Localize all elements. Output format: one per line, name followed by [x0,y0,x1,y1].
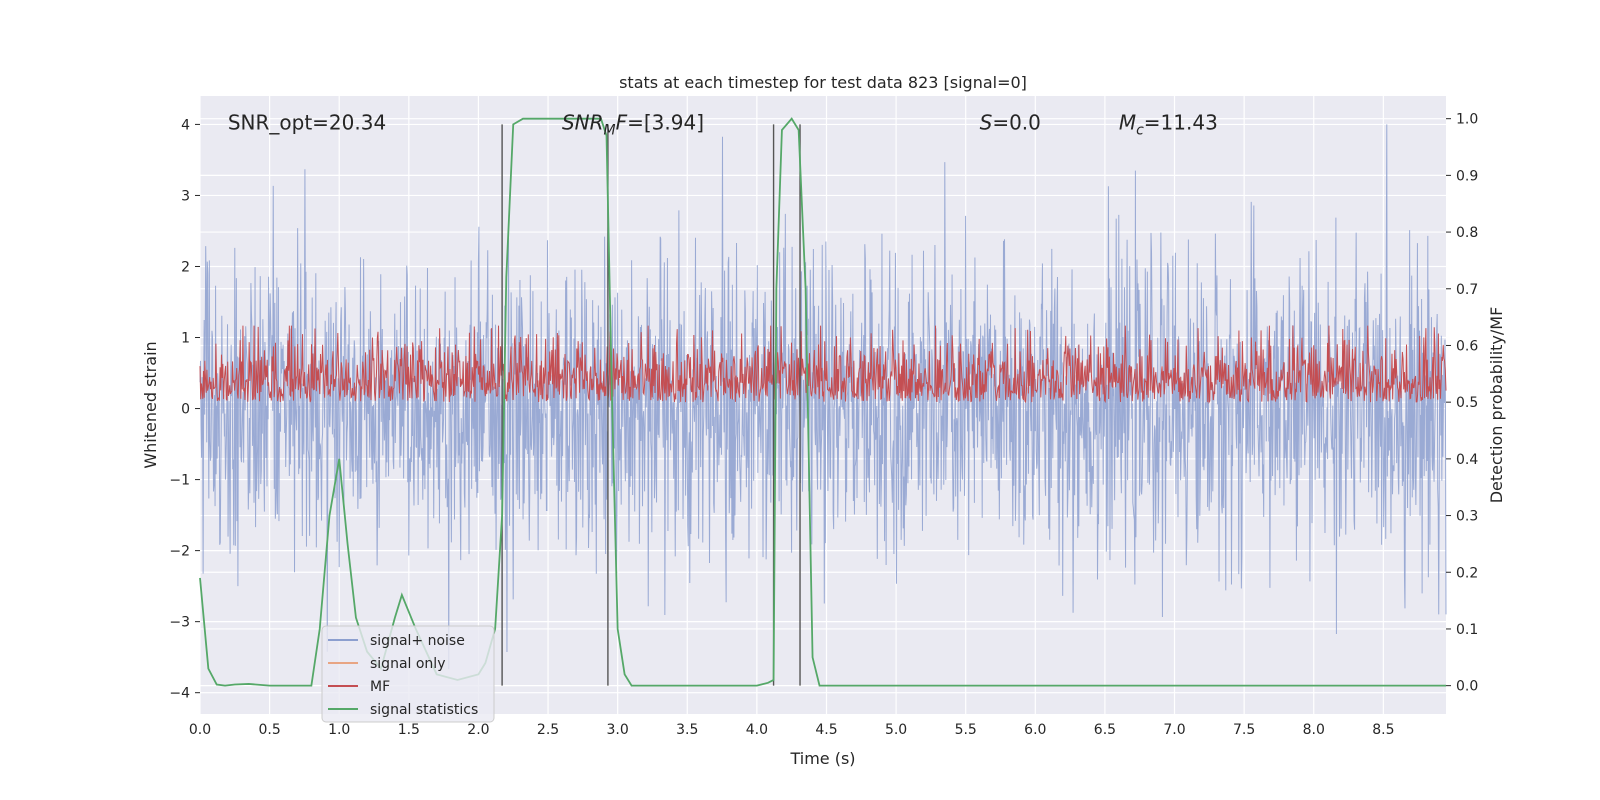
legend-label: signal statistics [370,702,478,718]
x-tick-label: 8.5 [1372,722,1394,738]
x-tick-label: 7.5 [1233,722,1255,738]
x-tick-label: 1.5 [398,722,420,738]
y-tick-label-right: 0.4 [1456,452,1478,468]
x-tick-label: 4.0 [746,722,768,738]
y-tick-label-right: 0.5 [1456,395,1478,411]
x-tick-label: 5.0 [885,722,907,738]
legend-label: signal only [370,656,445,672]
y-axis-label-right: Detection probability/MF [1487,307,1506,504]
y-tick-label-left: 3 [181,188,190,204]
y-tick-label-right: 0.1 [1456,622,1478,638]
x-tick-label: 6.5 [1094,722,1116,738]
stat-annotation: SNR_opt=20.34 [228,110,386,134]
mf-line [199,325,1447,404]
y-tick-label-left: 2 [181,259,190,275]
y-tick-label-left: 1 [181,331,190,347]
grid-lines [199,96,1446,714]
x-tick-label: 3.0 [607,722,629,738]
stat-annotation: S=0.0 [980,110,1041,134]
y-tick-label-left: −1 [169,473,190,489]
y-tick-label-left: 4 [181,117,190,133]
signal-noise-line [199,124,1447,670]
signal-noise-trace [199,124,1447,670]
y-tick-label-right: 1.0 [1456,112,1478,128]
stat-annotation: Mc=11.43 [1119,110,1218,138]
y-tick-label-right: 0.8 [1456,225,1478,241]
x-tick-label: 2.5 [537,722,559,738]
signal-statistics-trace [199,117,1446,687]
y-tick-label-right: 0.6 [1456,338,1478,354]
y-tick-label-right: 0.7 [1456,282,1478,298]
legend: signal+ noise signal only MF signal statist… [321,625,495,723]
y-tick-label-right: 0.2 [1456,565,1478,581]
x-tick-label: 1.0 [328,722,350,738]
y-tick-label-left: 0 [181,402,190,418]
x-tick-label: 2.0 [467,722,489,738]
y-axis-label-left: Whitened strain [141,341,160,468]
legend-label: MF [370,679,390,695]
axis-ticks: 0.0 0.5 1.0 1.5 2.0 2.5 3.0 3.5 4.0 4.5 5.0 5.5 6.0 6… [169,112,1478,738]
x-tick-label: 6.0 [1024,722,1046,738]
y-tick-label-left: −3 [169,615,190,631]
stat-annotation: SNRMF=[3.94] [562,110,704,138]
y-tick-label-left: −2 [169,544,190,560]
x-tick-label: 7.0 [1163,722,1185,738]
legend-box [321,625,495,723]
y-tick-label-right: 0.0 [1456,679,1478,695]
y-tick-label-right: 0.9 [1456,168,1478,184]
x-tick-label: 4.5 [815,722,837,738]
x-tick-label: 5.5 [955,722,977,738]
mf-trace [199,325,1447,404]
x-tick-label: 8.0 [1303,722,1325,738]
annotations: SNR_opt=20.34 SNRMF=[3.94] S=0.0 Mc=11.43 [228,110,1218,138]
y-tick-label-left: −4 [169,686,190,702]
chart-title: stats at each timestep for test data 823… [619,73,1027,92]
legend-label: signal+ noise [370,633,465,649]
signal-statistics-line [199,117,1446,687]
x-tick-label: 3.5 [676,722,698,738]
y-tick-label-right: 0.3 [1456,509,1478,525]
x-axis-label: Time (s) [789,749,855,768]
x-tick-label: 0.0 [189,722,211,738]
x-tick-label: 0.5 [258,722,280,738]
